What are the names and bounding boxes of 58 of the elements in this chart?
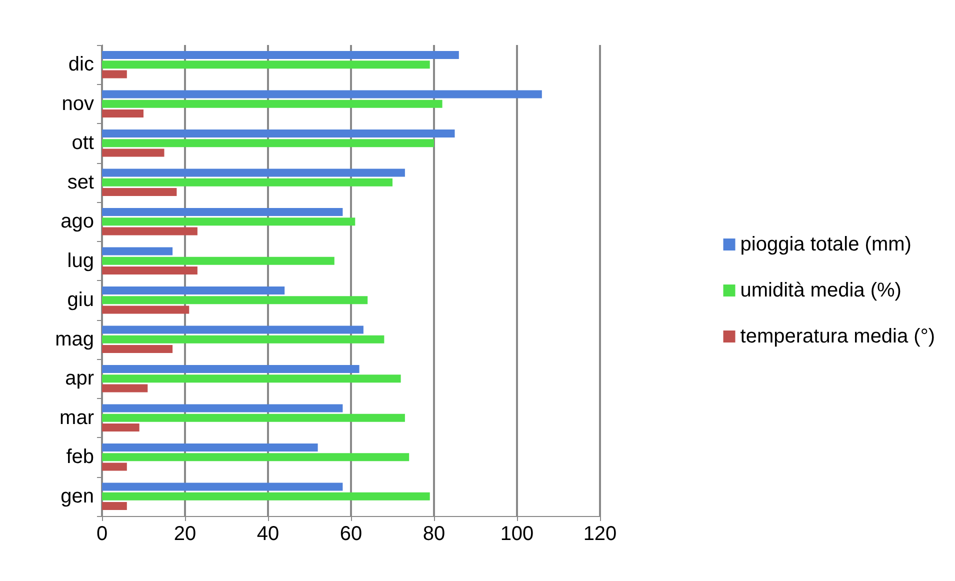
bar bbox=[102, 130, 455, 138]
bar bbox=[102, 218, 356, 226]
x-tick-label: 120 bbox=[583, 523, 617, 545]
bar bbox=[102, 247, 173, 256]
y-tick-label: dic bbox=[68, 54, 94, 76]
y-tick-label: feb bbox=[66, 446, 94, 468]
x-tick-label: 60 bbox=[340, 523, 362, 545]
bar bbox=[102, 208, 343, 216]
y-tick-label: nov bbox=[62, 92, 94, 115]
bar bbox=[102, 365, 360, 374]
bar bbox=[102, 374, 401, 383]
x-tick-label: 40 bbox=[256, 523, 280, 545]
legend-label: pioggia totale (mm) bbox=[740, 234, 912, 256]
bar bbox=[102, 462, 127, 471]
bar bbox=[102, 227, 198, 236]
x-tick-label: 100 bbox=[500, 523, 534, 545]
bar bbox=[102, 306, 190, 314]
bar bbox=[102, 296, 368, 304]
y-tick-label: mag bbox=[55, 328, 94, 350]
legend-label: umidità media (%) bbox=[740, 280, 902, 302]
bar bbox=[102, 60, 430, 69]
bar bbox=[102, 178, 392, 186]
bar bbox=[102, 139, 434, 148]
x-tick-label: 0 bbox=[96, 523, 108, 545]
bar bbox=[102, 148, 164, 157]
bar bbox=[102, 168, 405, 177]
y-tick-label: ott bbox=[72, 132, 94, 154]
bar bbox=[102, 502, 127, 510]
bar bbox=[102, 70, 127, 78]
bar bbox=[102, 188, 177, 196]
x-tick-label: 80 bbox=[422, 523, 446, 545]
x-tick-label: 20 bbox=[174, 523, 196, 545]
y-tick-label: giu bbox=[67, 289, 94, 312]
bar bbox=[102, 51, 459, 60]
legend-label: temperatura media (°) bbox=[740, 326, 936, 348]
bar bbox=[102, 414, 405, 422]
bar bbox=[102, 90, 542, 98]
bar bbox=[102, 109, 144, 118]
bar bbox=[102, 404, 343, 412]
bar bbox=[102, 492, 430, 500]
bar bbox=[102, 482, 343, 491]
y-tick-label: set bbox=[67, 171, 94, 194]
bar bbox=[102, 444, 318, 452]
bar bbox=[102, 326, 364, 334]
bar bbox=[102, 256, 334, 265]
bar bbox=[102, 335, 384, 344]
bar bbox=[102, 344, 173, 353]
y-tick-label: apr bbox=[65, 368, 94, 390]
y-tick-label: lug bbox=[67, 250, 94, 272]
bar bbox=[102, 423, 140, 432]
y-tick-label: gen bbox=[60, 485, 94, 508]
bar bbox=[102, 286, 285, 295]
bar bbox=[102, 100, 442, 108]
bar bbox=[102, 266, 198, 274]
y-tick-label: ago bbox=[60, 210, 94, 233]
bar bbox=[102, 384, 148, 392]
y-tick-label: mar bbox=[60, 406, 94, 429]
bar bbox=[102, 453, 410, 462]
